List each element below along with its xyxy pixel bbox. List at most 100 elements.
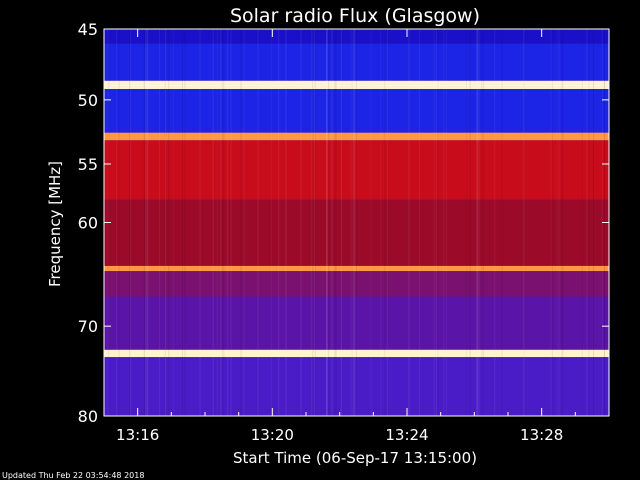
texture-line (501, 29, 503, 416)
texture-line (181, 29, 183, 416)
y-tick-label: 50 (78, 91, 98, 110)
frequency-band-9 (104, 296, 609, 350)
texture-line (481, 29, 483, 416)
texture-line (483, 29, 485, 416)
texture-line (199, 29, 201, 416)
texture-line (445, 29, 447, 416)
texture-line (469, 29, 471, 416)
frequency-band-3 (104, 89, 609, 133)
texture-line (355, 29, 357, 416)
texture-line (173, 29, 175, 416)
texture-line (433, 29, 435, 416)
texture-line (144, 29, 146, 416)
texture-line (311, 29, 313, 416)
texture-line (340, 29, 342, 416)
frequency-band-8 (104, 271, 609, 297)
texture-line (350, 29, 352, 416)
plot-area (104, 29, 609, 416)
texture-line (556, 29, 558, 416)
texture-line (240, 29, 242, 416)
y-axis-label: Frequency [MHz] (46, 161, 64, 287)
texture-line (443, 29, 445, 416)
frequency-band-5 (104, 140, 609, 200)
texture-line (588, 29, 590, 416)
texture-line (285, 29, 287, 416)
texture-line (129, 29, 131, 416)
texture-line (212, 29, 214, 416)
texture-line (352, 29, 354, 416)
texture-line (466, 29, 468, 416)
texture-line (278, 29, 280, 416)
texture-line (351, 29, 353, 416)
texture-line (436, 29, 438, 416)
y-tick-label: 55 (78, 155, 98, 174)
y-tick-label: 70 (78, 317, 98, 336)
texture-line (312, 29, 314, 416)
texture-line (353, 29, 355, 416)
texture-line (335, 29, 337, 416)
texture-line (313, 29, 315, 416)
texture-line (523, 29, 525, 416)
texture-line (586, 29, 588, 416)
texture-line (116, 29, 118, 416)
texture-line (159, 29, 161, 416)
x-axis-label: Start Time (06-Sep-17 13:15:00) (233, 449, 477, 467)
x-tick-label: 13:28 (520, 426, 563, 444)
texture-line (326, 29, 328, 416)
texture-line (257, 29, 259, 416)
texture-line (494, 29, 496, 416)
texture-line (380, 29, 382, 416)
texture-line (562, 29, 564, 416)
texture-line (147, 29, 149, 416)
frequency-band-6 (104, 199, 609, 266)
y-tick-label: 60 (78, 214, 98, 233)
texture-line (184, 29, 186, 416)
texture-line (325, 29, 327, 416)
frequency-band-4 (104, 132, 609, 141)
texture-line (145, 29, 147, 416)
texture-line (314, 29, 316, 416)
texture-line (143, 29, 145, 416)
texture-line (523, 29, 525, 416)
texture-line (326, 29, 328, 416)
texture-line (331, 29, 333, 416)
texture-line (593, 29, 595, 416)
texture-line (168, 29, 170, 416)
chart-title: Solar radio Flux (Glasgow) (230, 5, 480, 27)
y-tick-label: 45 (78, 20, 98, 39)
y-tick-label: 80 (78, 407, 98, 426)
texture-line (551, 29, 553, 416)
texture-line (476, 29, 478, 416)
updated-timestamp: Updated Thu Feb 22 03:54:48 2018 (2, 471, 144, 480)
texture-line (354, 29, 356, 416)
texture-line (118, 29, 120, 416)
texture-line (243, 29, 245, 416)
texture-line (478, 29, 480, 416)
texture-line (222, 29, 224, 416)
texture-line (146, 29, 148, 416)
texture-line (328, 29, 330, 416)
texture-line (387, 29, 389, 416)
texture-line (216, 29, 218, 416)
texture-line (220, 29, 222, 416)
texture-line (437, 29, 439, 416)
frequency-band-11 (104, 357, 609, 416)
texture-line (331, 29, 333, 416)
frequency-band-10 (104, 349, 609, 358)
frequency-band-2 (104, 80, 609, 90)
texture-line (221, 29, 223, 416)
x-tick-label: 13:16 (116, 426, 159, 444)
texture-line (419, 29, 421, 416)
texture-line (164, 29, 166, 416)
texture-line (145, 29, 147, 416)
texture-line (581, 29, 583, 416)
frequency-band-7 (104, 265, 609, 272)
texture-line (370, 29, 372, 416)
texture-line (334, 29, 336, 416)
texture-line (384, 29, 386, 416)
texture-line (523, 29, 525, 416)
texture-line (561, 29, 563, 416)
texture-line (550, 29, 552, 416)
texture-line (227, 29, 229, 416)
